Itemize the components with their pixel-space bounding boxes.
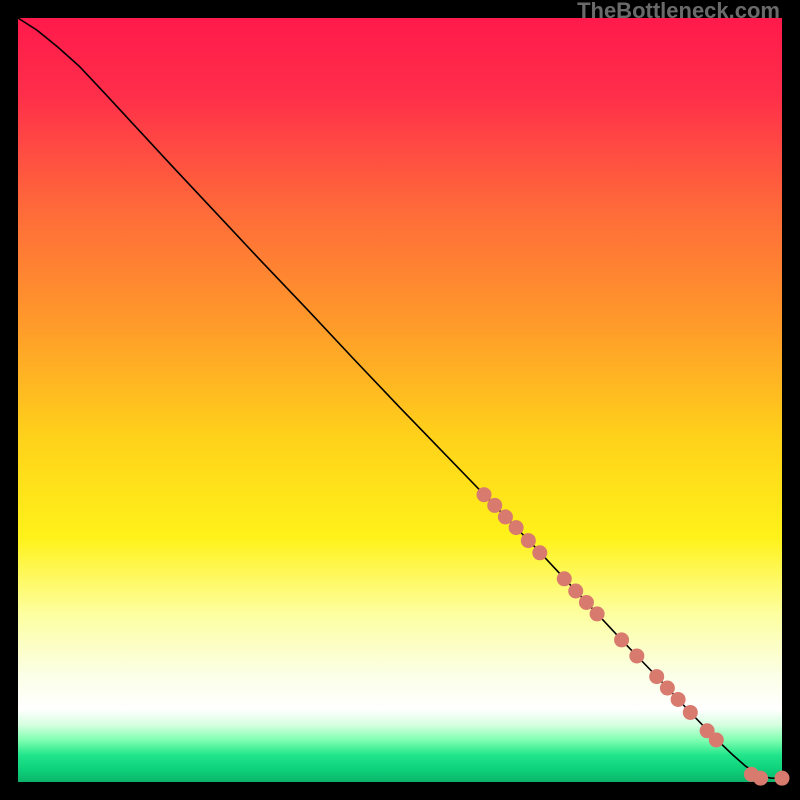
data-marker [709,733,723,747]
data-marker [650,670,664,684]
data-marker [630,649,644,663]
data-marker [509,521,523,535]
data-marker [683,705,697,719]
chart-plot-area: TheBottleneck.com [0,0,800,800]
chart-svg [0,0,800,800]
watermark-text: TheBottleneck.com [577,0,780,24]
data-marker [569,584,583,598]
data-marker [521,534,535,548]
data-marker [615,633,629,647]
data-marker [590,607,604,621]
data-marker [498,510,512,524]
data-marker [488,498,502,512]
data-marker [671,692,685,706]
data-marker [660,681,674,695]
data-marker [754,771,768,785]
data-marker [557,572,571,586]
data-marker [477,488,491,502]
data-marker [533,546,547,560]
gradient-background [18,18,782,782]
data-marker [579,595,593,609]
data-marker [775,771,789,785]
